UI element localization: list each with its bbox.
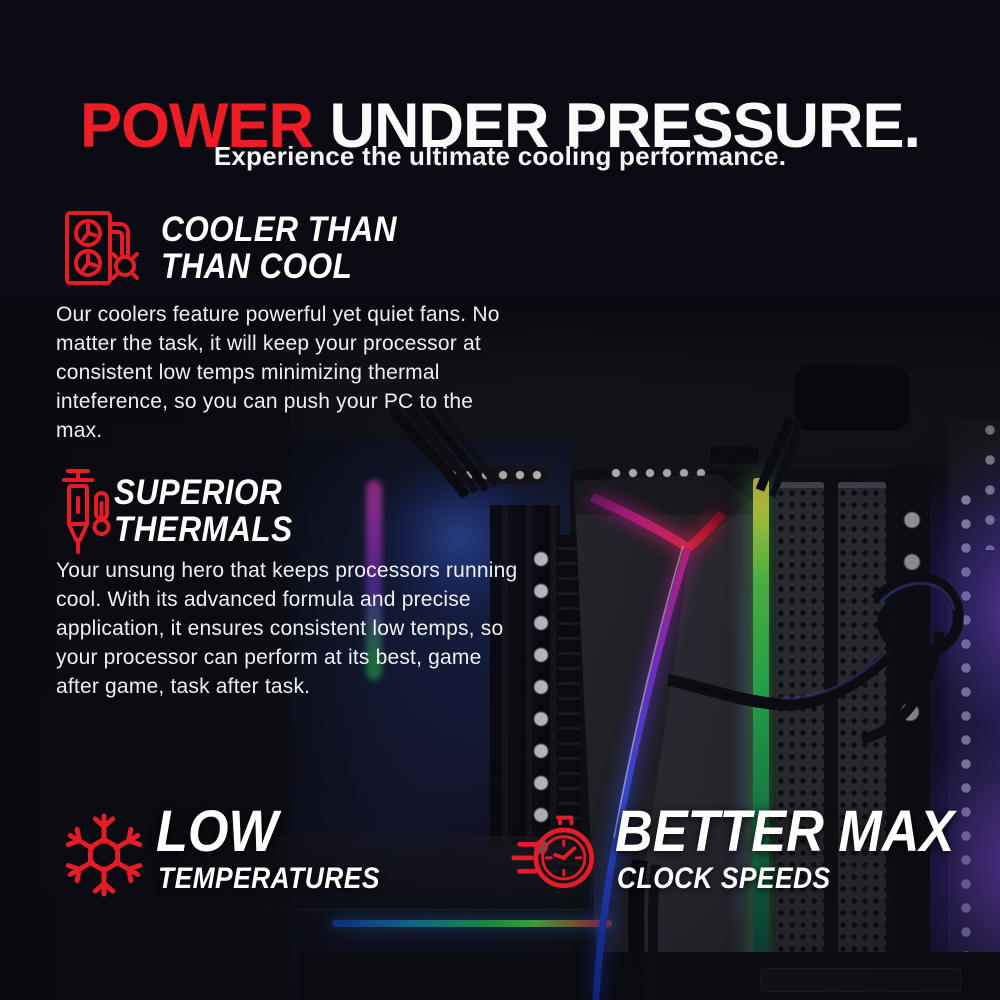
- section-heading: SUPERIOR THERMALS: [114, 474, 293, 548]
- stopwatch-icon: [511, 815, 594, 889]
- photo-dim-overlay: [0, 300, 1000, 1000]
- section-heading: COOLER THAN THAN COOL: [161, 211, 397, 285]
- subtitle: Experience the ultimate cooling performa…: [213, 141, 787, 171]
- feature-subtitle: TEMPERATURES: [158, 862, 380, 895]
- feature-subtitle: CLOCK SPEEDS: [617, 862, 831, 895]
- section-heading-line1: SUPERIOR: [114, 473, 283, 512]
- snowflake-icon: [65, 813, 143, 897]
- section-body: Our coolers feature powerful yet quiet f…: [56, 303, 500, 442]
- section-heading-line1: COOLER THAN: [161, 210, 397, 249]
- pc-interior-photo: [0, 300, 1000, 1000]
- title-power: POWER: [79, 91, 314, 162]
- title-under-pressure: UNDER PRESSURE.: [312, 91, 921, 162]
- feature-title: LOW: [156, 799, 278, 864]
- feature-title: BETTER MAX: [615, 799, 955, 864]
- thermal-paste-icon: [62, 469, 111, 554]
- section-body: Your unsung hero that keeps processors r…: [56, 559, 518, 698]
- section-heading-line2: THERMALS: [114, 510, 293, 549]
- gpu-cooler-icon: [65, 211, 139, 285]
- page-title: POWER UNDER PRESSURE.: [0, 90, 1000, 162]
- section-heading-line2: THAN COOL: [161, 247, 353, 286]
